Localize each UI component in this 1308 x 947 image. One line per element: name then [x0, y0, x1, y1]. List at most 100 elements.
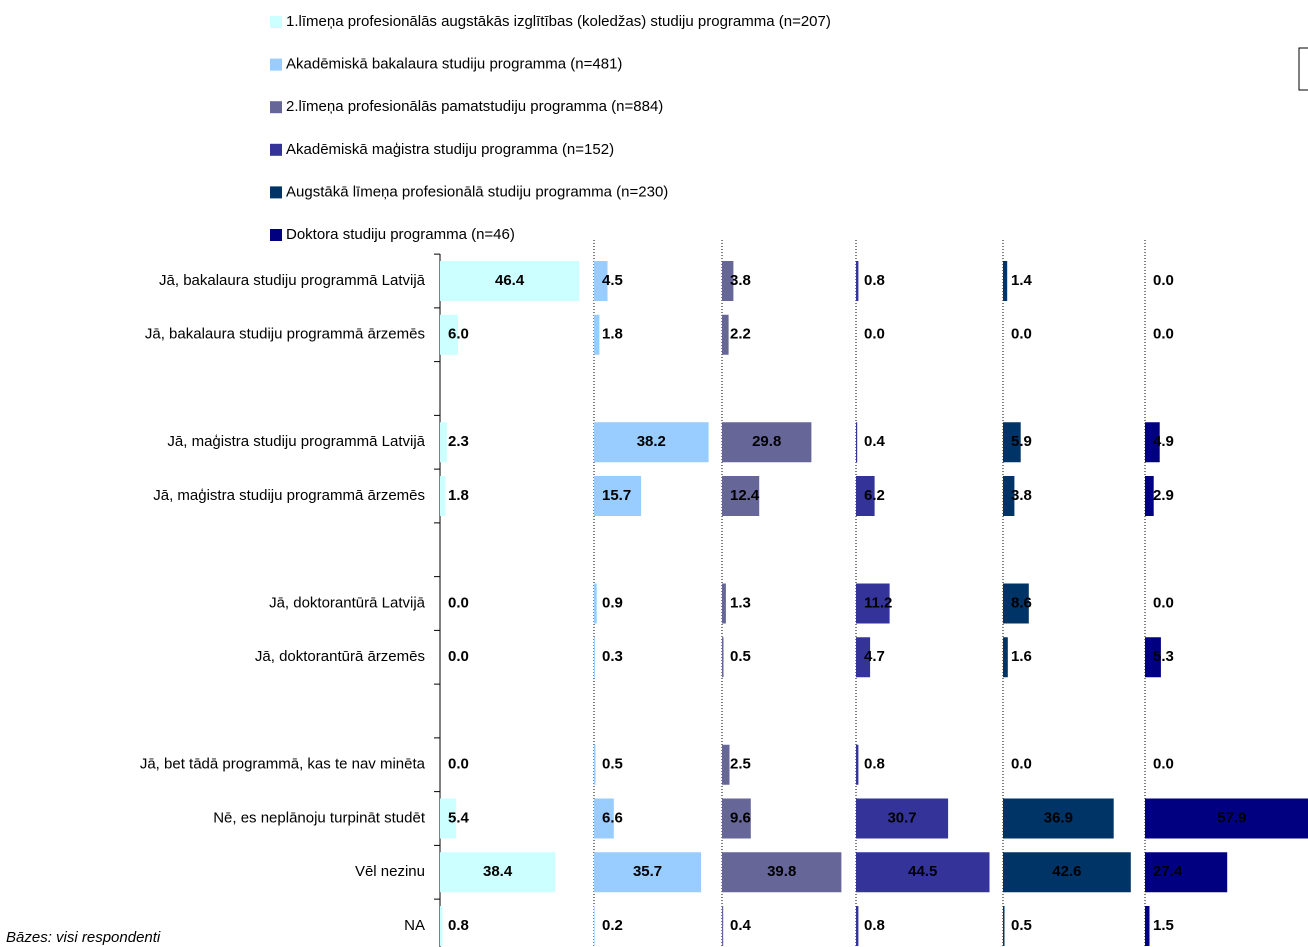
bar — [440, 422, 447, 463]
legend-swatch — [270, 143, 282, 156]
bar — [1145, 798, 1308, 839]
value-label: 0.9 — [602, 594, 623, 611]
value-label: 1.6 — [1011, 648, 1032, 665]
bar — [1003, 906, 1005, 946]
legend-swatch — [270, 58, 282, 71]
value-label: 6.6 — [602, 809, 623, 826]
category-label: Jā, doktorantūrā Latvijā — [269, 594, 426, 611]
bar — [722, 744, 730, 785]
frame-edge — [1298, 47, 1308, 91]
value-label: 6.2 — [864, 487, 885, 504]
value-label: 0.5 — [730, 648, 751, 665]
value-label: 0.4 — [730, 917, 752, 934]
category-label: Jā, doktorantūrā ārzemēs — [255, 648, 425, 665]
value-label: 0.0 — [864, 326, 885, 343]
value-label: 57.9 — [1217, 809, 1246, 826]
value-label: 4.5 — [602, 272, 623, 289]
bar — [856, 906, 859, 946]
bar — [856, 422, 858, 463]
bar — [856, 852, 990, 893]
value-label: 2.2 — [730, 326, 751, 343]
legend-label: Augstākā līmeņa profesionālā studiju pro… — [286, 183, 668, 200]
bar — [1145, 422, 1160, 463]
bar — [856, 583, 890, 624]
bar — [594, 314, 600, 355]
value-label: 0.0 — [1153, 326, 1174, 343]
legend-label: 2.līmeņa profesionālās pamatstudiju prog… — [286, 98, 663, 115]
value-label: 39.8 — [767, 863, 796, 880]
value-label: 27.4 — [1153, 863, 1183, 880]
value-label: 5.3 — [1153, 648, 1174, 665]
value-label: 12.4 — [730, 487, 760, 504]
bar — [856, 476, 875, 516]
bar — [1003, 798, 1114, 839]
bar — [594, 744, 596, 785]
value-label: 1.4 — [1011, 272, 1033, 289]
value-label: 0.5 — [602, 756, 623, 773]
category-label: Jā, bakalaura studiju programmā ārzemēs — [145, 326, 425, 343]
category-label: NA — [404, 917, 425, 934]
bar — [856, 637, 871, 678]
bar — [440, 798, 457, 839]
bar — [594, 798, 614, 839]
value-label: 3.8 — [730, 272, 751, 289]
bar — [722, 314, 729, 355]
value-label: 0.3 — [602, 648, 623, 665]
value-label: 5.9 — [1011, 433, 1032, 450]
bar — [440, 852, 556, 893]
category-label: Nē, es neplānoju turpināt studēt — [213, 809, 426, 826]
bar — [1003, 261, 1008, 301]
bar — [1003, 637, 1008, 678]
category-label: Jā, maģistra studiju programmā ārzemēs — [153, 487, 425, 504]
bar — [1003, 476, 1015, 516]
legend-label: 1.līmeņa profesionālās augstākās izglītī… — [286, 13, 831, 30]
bar — [440, 906, 443, 946]
value-label: 2.9 — [1153, 487, 1174, 504]
value-label: 9.6 — [730, 809, 751, 826]
bar — [722, 476, 760, 516]
value-label: 1.8 — [448, 487, 469, 504]
value-label: 0.0 — [448, 594, 469, 611]
bar — [722, 261, 734, 301]
legend-label: Akadēmiskā bakalaura studiju programma (… — [286, 56, 622, 73]
bar — [1145, 637, 1161, 678]
value-label: 0.0 — [448, 756, 469, 773]
value-label: 0.2 — [602, 917, 623, 934]
value-label: 0.0 — [1153, 594, 1174, 611]
value-label: 36.9 — [1044, 809, 1073, 826]
bar — [594, 476, 642, 516]
footnote: Bāzes: visi respondenti — [6, 929, 161, 946]
value-label: 3.8 — [1011, 487, 1032, 504]
legend-swatch — [270, 101, 282, 114]
value-label: 0.0 — [1011, 756, 1032, 773]
value-label: 4.9 — [1153, 433, 1174, 450]
category-label: Jā, maģistra studiju programmā Latvijā — [167, 433, 425, 450]
bar — [440, 261, 580, 301]
bar — [722, 583, 726, 624]
value-label: 1.3 — [730, 594, 751, 611]
value-label: 0.4 — [864, 433, 886, 450]
legend-swatch — [270, 16, 282, 28]
bar — [440, 314, 458, 355]
bar — [856, 798, 949, 839]
bar — [722, 798, 751, 839]
bar — [594, 583, 597, 624]
bar — [1145, 906, 1150, 946]
legend-label: Doktora studiju programma (n=46) — [286, 226, 515, 243]
value-label: 6.0 — [448, 326, 469, 343]
bar — [594, 261, 608, 301]
value-label: 0.0 — [1011, 326, 1032, 343]
value-label: 2.5 — [730, 756, 751, 773]
value-label: 0.8 — [864, 272, 885, 289]
bar — [440, 476, 446, 516]
value-label: 46.4 — [495, 272, 525, 289]
value-label: 8.6 — [1011, 594, 1032, 611]
legend-label: Akadēmiskā maģistra studiju programma (n… — [286, 141, 614, 158]
bar — [1145, 852, 1228, 893]
value-label: 0.0 — [1153, 272, 1174, 289]
bar — [1003, 852, 1131, 893]
value-label: 35.7 — [633, 863, 662, 880]
value-label: 15.7 — [602, 487, 631, 504]
bar — [594, 906, 595, 946]
